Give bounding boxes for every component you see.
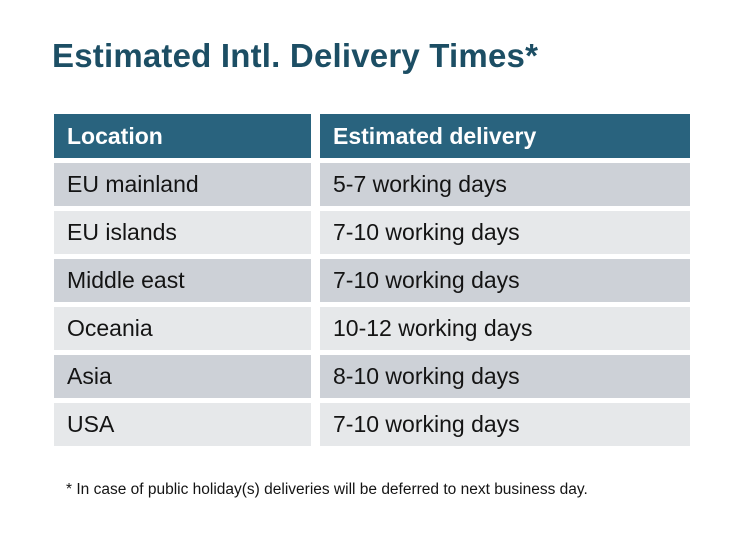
cell-location: Oceania xyxy=(54,307,311,350)
cell-location: Asia xyxy=(54,355,311,398)
cell-location: USA xyxy=(54,403,311,446)
page-title: Estimated Intl. Delivery Times* xyxy=(52,37,539,74)
cell-delivery: 7-10 working days xyxy=(320,403,690,446)
cell-location: EU mainland xyxy=(54,163,311,206)
cell-delivery: 10-12 working days xyxy=(320,307,690,350)
cell-delivery: 7-10 working days xyxy=(320,211,690,254)
delivery-table: Location Estimated delivery EU mainland … xyxy=(54,114,690,446)
footnote: * In case of public holiday(s) deliverie… xyxy=(66,481,588,498)
cell-location: EU islands xyxy=(54,211,311,254)
cell-delivery: 5-7 working days xyxy=(320,163,690,206)
cell-delivery: 8-10 working days xyxy=(320,355,690,398)
cell-location: Middle east xyxy=(54,259,311,302)
cell-delivery: 7-10 working days xyxy=(320,259,690,302)
header-cell-location: Location xyxy=(54,114,311,158)
header-cell-delivery: Estimated delivery xyxy=(320,114,690,158)
